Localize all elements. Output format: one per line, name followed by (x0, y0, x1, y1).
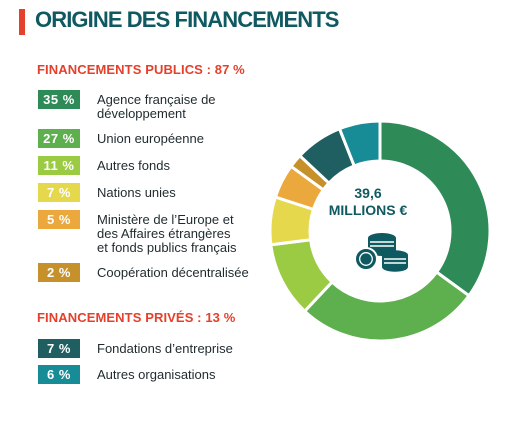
legend-item-ue: 27 % Union européenne (38, 129, 288, 148)
legend-item-fondations: 7 % Fondations d’entreprise (38, 339, 288, 358)
legend-label: Autres fonds (97, 158, 170, 173)
donut-chart-svg (268, 119, 492, 343)
legend-label: Coopération décentralisée (97, 265, 249, 280)
percentage-badge: 35 % (38, 90, 80, 109)
donut-slice (337, 119, 382, 168)
coins-icon (354, 233, 408, 272)
chart-center-total: 39,6 MILLIONS € (312, 185, 424, 219)
legend-item-nations-unies: 7 % Nations unies (38, 183, 288, 202)
legend-label: Autres organisations (97, 367, 216, 382)
legend-label: Union européenne (97, 131, 204, 146)
legend-item-autres-organisations: 6 % Autres organisations (38, 365, 288, 384)
percentage-badge: 6 % (38, 365, 80, 384)
public-legend: 35 % Agence française de développement 2… (38, 90, 288, 290)
legend-item-cooperation: 2 % Coopération décentralisée (38, 263, 288, 282)
percentage-badge: 7 % (38, 183, 80, 202)
private-legend: 7 % Fondations d’entreprise 6 % Autres o… (38, 339, 288, 391)
percentage-badge: 2 % (38, 263, 80, 282)
legend-item-afd: 35 % Agence française de développement (38, 90, 288, 121)
percentage-badge: 27 % (38, 129, 80, 148)
percentage-badge: 11 % (38, 156, 80, 175)
total-unit: MILLIONS € (328, 202, 408, 218)
private-section-title: FINANCEMENTS PRIVÉS : 13 % (37, 310, 236, 325)
legend-item-autres-fonds: 11 % Autres fonds (38, 156, 288, 175)
legend-item-ministere: 5 % Ministère de l’Europe et des Affaire… (38, 210, 288, 255)
donut-slice (378, 119, 492, 298)
percentage-badge: 7 % (38, 339, 80, 358)
legend-label: Nations unies (97, 185, 176, 200)
public-section-title: FINANCEMENTS PUBLICS : 87 % (37, 62, 245, 77)
donut-chart (260, 111, 500, 351)
legend-label: Agence française de développement (97, 92, 216, 121)
legend-label: Ministère de l’Europe et des Affaires ét… (97, 212, 237, 255)
title-accent-bar (19, 9, 25, 35)
percentage-badge: 5 % (38, 210, 80, 229)
total-amount: 39,6 (354, 185, 382, 201)
page-title: ORIGINE DES FINANCEMENTS (35, 7, 339, 32)
legend-label: Fondations d’entreprise (97, 341, 233, 356)
